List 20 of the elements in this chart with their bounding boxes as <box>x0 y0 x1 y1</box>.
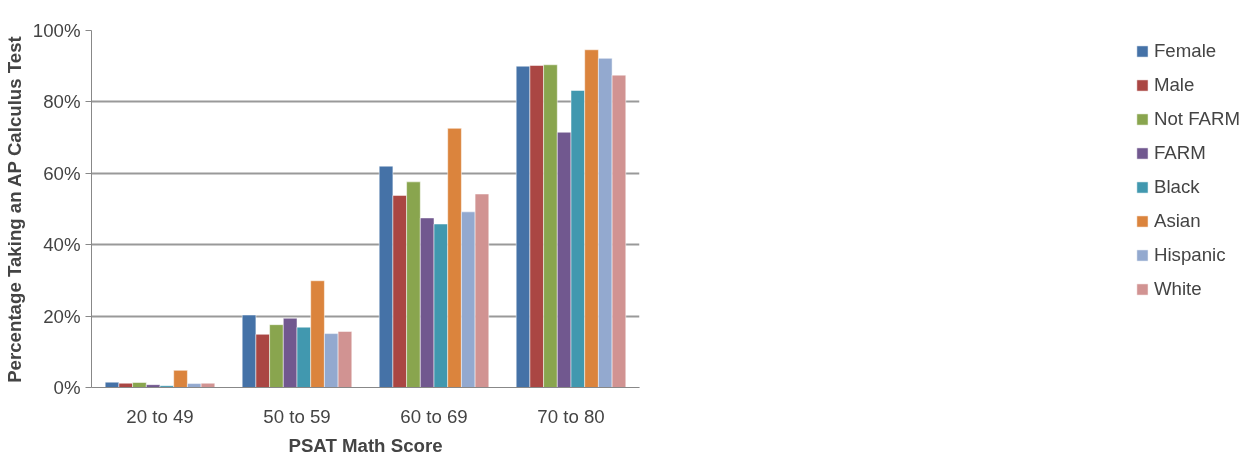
legend-label: Not FARM <box>1153 108 1240 130</box>
x-tick-label: 70 to 80 <box>537 405 605 427</box>
legend-label: Male <box>1153 74 1195 96</box>
legend-label: FARM <box>1153 142 1206 164</box>
legend-label: Hispanic <box>1153 244 1226 266</box>
y-tick-label: 80% <box>43 91 81 113</box>
legend-label: Female <box>1153 40 1217 62</box>
y-tick-label: 20% <box>43 305 81 327</box>
y-tick-label: 40% <box>43 234 81 256</box>
y-axis-title: Percentage Taking an AP Calculus Test <box>3 36 25 383</box>
x-tick-label: 60 to 69 <box>400 405 468 427</box>
y-tick-label: 0% <box>53 377 81 398</box>
legend-label: Asian <box>1153 210 1201 232</box>
legend-label: Black <box>1153 176 1200 198</box>
x-tick-label: 50 to 59 <box>263 405 331 427</box>
y-tick-label: 60% <box>43 162 81 184</box>
y-tick-label: 100% <box>32 20 81 41</box>
x-axis-title: PSAT Math Score <box>288 434 443 456</box>
x-tick-label: 20 to 49 <box>126 405 194 427</box>
legend-label: White <box>1153 278 1202 300</box>
